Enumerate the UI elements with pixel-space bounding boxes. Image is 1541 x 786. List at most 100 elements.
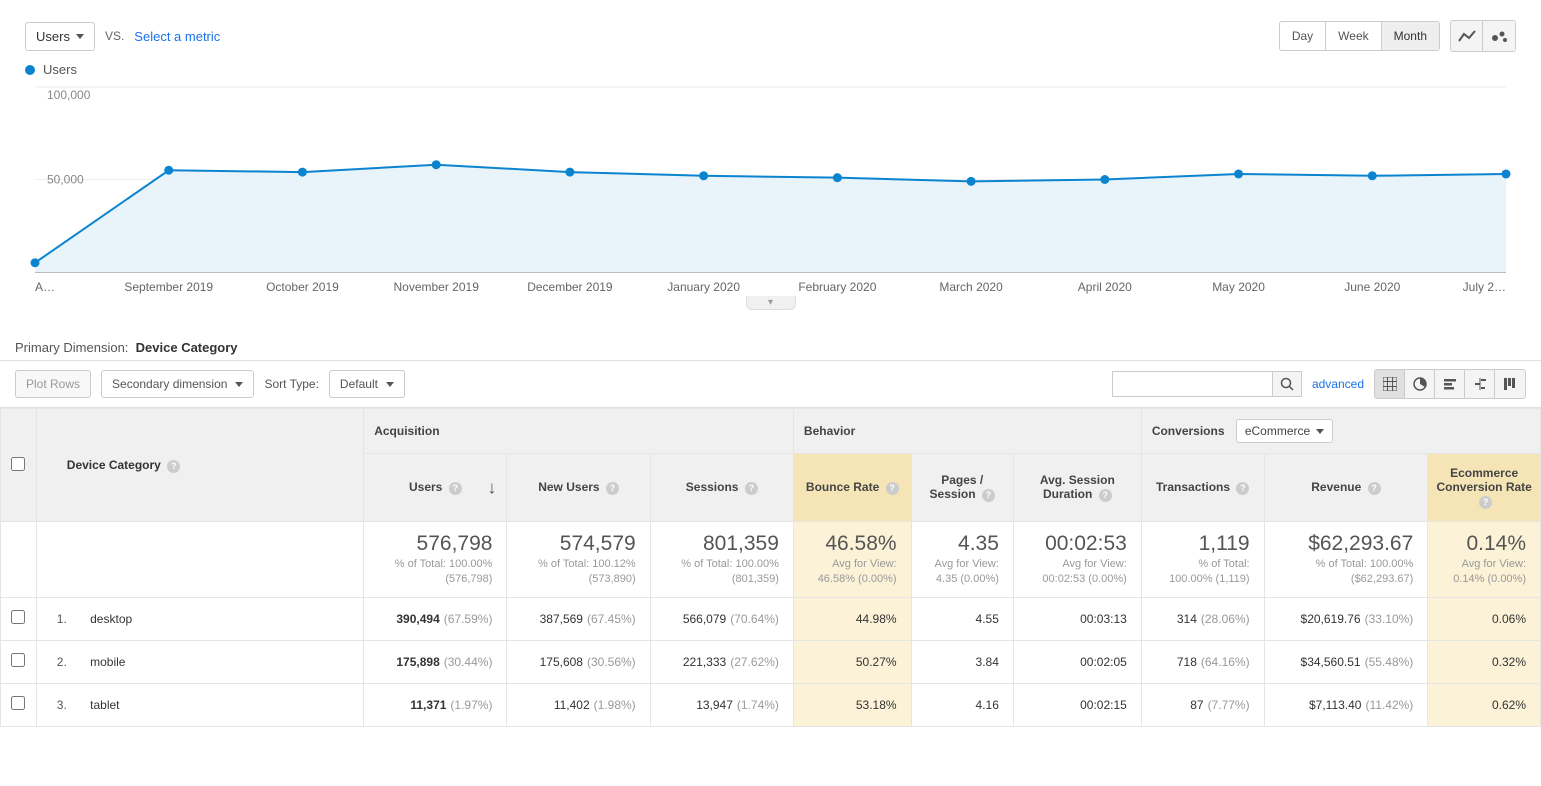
row-checkbox-cell [1,640,37,683]
help-icon[interactable]: ? [982,489,995,502]
data-table: Device Category ?AcquisitionBehaviorConv… [0,408,1541,727]
users-line-chart: 100,00050,000A…September 2019October 201… [25,82,1516,297]
comparison-view-icon[interactable] [1465,370,1495,398]
line-chart-icon[interactable] [1451,21,1483,51]
summary-cell: 576,798% of Total: 100.00% (576,798) [364,522,507,598]
help-icon[interactable]: ? [886,482,899,495]
search-button[interactable] [1272,371,1302,397]
dim-col-header[interactable]: Device Category ? [36,409,363,522]
table-row: 1. desktop390,494(67.59%)387,569(67.45%)… [1,597,1541,640]
search-input[interactable] [1112,371,1272,397]
controls-left: Plot Rows Secondary dimension Sort Type:… [15,370,405,398]
vs-label: VS. [105,29,124,43]
summary-cell: 46.58%Avg for View: 46.58% (0.00%) [793,522,911,598]
help-icon[interactable]: ? [1099,489,1112,502]
controls-right: advanced [1112,369,1526,399]
svg-text:July 2…: July 2… [1463,280,1506,294]
select-all-checkbox[interactable] [11,457,25,471]
svg-text:50,000: 50,000 [47,173,84,187]
data-cell: 44.98% [793,597,911,640]
svg-text:September 2019: September 2019 [124,280,213,294]
svg-text:October 2019: October 2019 [266,280,339,294]
data-cell: 0.62% [1428,683,1541,726]
help-icon[interactable]: ? [1368,482,1381,495]
data-cell: 00:03:13 [1013,597,1141,640]
chevron-down-icon [76,34,84,39]
data-cell: 4.16 [911,683,1013,726]
data-cell: $34,560.51(55.48%) [1264,640,1428,683]
group-acquisition: Acquisition [364,409,794,454]
col-transactions[interactable]: Transactions ? [1141,454,1264,522]
expand-handle[interactable]: ▾ [746,296,796,310]
col-bounce-rate[interactable]: Bounce Rate ? [793,454,911,522]
row-checkbox-cell [1,597,37,640]
time-day-button[interactable]: Day [1280,22,1326,50]
data-cell: 221,333(27.62%) [650,640,793,683]
pivot-view-icon[interactable] [1495,370,1525,398]
data-cell: 13,947(1.74%) [650,683,793,726]
sort-type-label: Sort Type: [264,377,318,391]
sort-type-value: Default [340,377,378,391]
data-cell: $20,619.76(33.10%) [1264,597,1428,640]
pie-view-icon[interactable] [1405,370,1435,398]
row-checkbox[interactable] [11,610,25,624]
dimension-value: Device Category [136,340,238,355]
help-icon[interactable]: ? [606,482,619,495]
help-icon[interactable]: ? [449,482,462,495]
data-cell: 390,494(67.59%) [364,597,507,640]
table-view-icon[interactable] [1375,370,1405,398]
chart-area: Users 100,00050,000A…September 2019Octob… [0,62,1541,330]
summary-cell: 00:02:53Avg for View: 00:02:53 (0.00%) [1013,522,1141,598]
col-users[interactable]: Users ?↓ [364,454,507,522]
advanced-link[interactable]: advanced [1312,377,1364,391]
help-icon[interactable]: ? [745,482,758,495]
data-cell: 175,608(30.56%) [507,640,650,683]
search-icon [1280,377,1294,391]
group-behavior: Behavior [793,409,1141,454]
col-sessions[interactable]: Sessions ? [650,454,793,522]
metric-selector[interactable]: Users [25,22,95,51]
chevron-down-icon [1316,429,1324,434]
time-month-button[interactable]: Month [1382,22,1439,50]
svg-text:January 2020: January 2020 [667,280,740,294]
svg-text:100,000: 100,000 [47,88,91,102]
legend-dot [25,65,35,75]
group-conversions: Conversions eCommerce [1141,409,1540,454]
conversions-dropdown[interactable]: eCommerce [1236,419,1333,443]
col-pages-session[interactable]: Pages / Session ? [911,454,1013,522]
sort-arrow-icon: ↓ [487,477,496,498]
summary-cell: $62,293.67% of Total: 100.00% ($62,293.6… [1264,522,1428,598]
row-checkbox[interactable] [11,696,25,710]
col-ecommerce-conversion-rate[interactable]: Ecommerce Conversion Rate ? [1428,454,1541,522]
summary-cell: 0.14%Avg for View: 0.14% (0.00%) [1428,522,1541,598]
help-icon[interactable]: ? [1479,496,1492,509]
summary-cell: 574,579% of Total: 100.12% (573,890) [507,522,650,598]
help-icon[interactable]: ? [167,460,180,473]
data-cell: 11,402(1.98%) [507,683,650,726]
data-cell: 0.32% [1428,640,1541,683]
col-new-users[interactable]: New Users ? [507,454,650,522]
plot-rows-button[interactable]: Plot Rows [15,370,91,398]
row-checkbox[interactable] [11,653,25,667]
data-cell: 175,898(30.44%) [364,640,507,683]
toolbar-left: Users VS. Select a metric [25,22,220,51]
secondary-dimension-dropdown[interactable]: Secondary dimension [101,370,254,398]
select-metric-link[interactable]: Select a metric [134,29,220,44]
chart-toolbar: Users VS. Select a metric DayWeekMonth [0,0,1541,62]
summary-cell: 1,119% of Total: 100.00% (1,119) [1141,522,1264,598]
dim-cell: 3. tablet [36,683,363,726]
chart-legend: Users [25,62,1516,77]
metric-selector-label: Users [36,29,70,44]
col-avg-session-duration[interactable]: Avg. Session Duration ? [1013,454,1141,522]
motion-chart-icon[interactable] [1483,21,1515,51]
data-cell: 00:02:15 [1013,683,1141,726]
col-revenue[interactable]: Revenue ? [1264,454,1428,522]
data-cell: 314(28.06%) [1141,597,1264,640]
time-week-button[interactable]: Week [1326,22,1381,50]
chevron-down-icon [235,382,243,387]
bar-view-icon[interactable] [1435,370,1465,398]
data-cell: $7,113.40(11.42%) [1264,683,1428,726]
chevron-down-icon [386,382,394,387]
help-icon[interactable]: ? [1236,482,1249,495]
sort-type-dropdown[interactable]: Default [329,370,405,398]
